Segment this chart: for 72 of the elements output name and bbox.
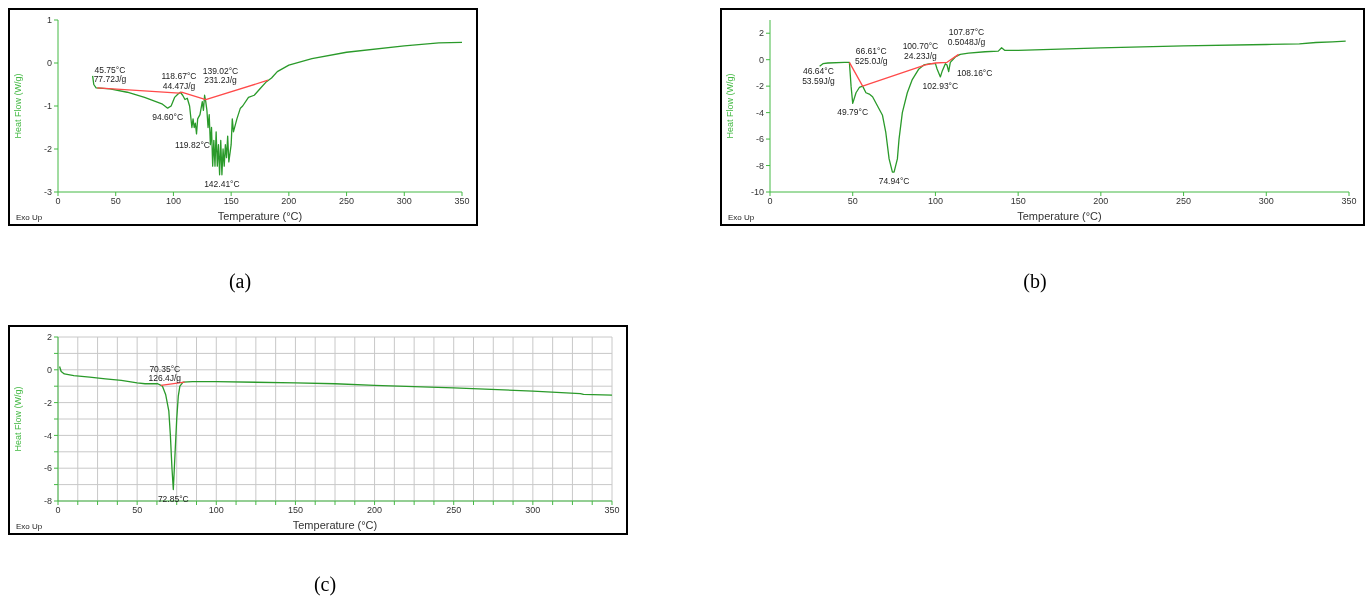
text: Exo Up [16, 213, 43, 222]
x-tick-label: 350 [1341, 196, 1357, 207]
x-tick-label: 0 [55, 196, 61, 207]
y-tick-label: -2 [43, 144, 52, 155]
x-axis-title: Temperature (°C) [1017, 210, 1102, 222]
text: (a) [227, 270, 253, 293]
y-axis-title: Heat Flow (W/g) [725, 73, 736, 139]
annotation: 72.85°C [157, 493, 189, 504]
y-tick-label: -1 [43, 101, 52, 112]
x-tick-label: 150 [223, 196, 239, 207]
x-axis-title: Temperature (°C) [217, 210, 303, 222]
y-tick-label: 2 [46, 332, 52, 343]
annotation: 107.87°C 0.5048J/g [947, 27, 986, 47]
annotation: 100.70°C 24.23J/g [902, 41, 939, 61]
x-tick-label: 200 [1093, 196, 1109, 207]
x-tick-label: 250 [1176, 196, 1192, 207]
x-tick-label: 350 [454, 196, 470, 207]
x-tick-label: 250 [339, 196, 355, 207]
x-tick-label: 350 [604, 505, 620, 516]
line-series [91, 41, 462, 176]
y-tick-label: -10 [750, 187, 764, 198]
y-tick-label: -2 [43, 397, 52, 408]
y-tick-label: 0 [46, 58, 52, 69]
annotation: 102.93°C [922, 80, 959, 91]
y-tick-label: -4 [755, 107, 764, 118]
annotation: 70.35°C 126.4J/g [148, 363, 182, 384]
x-tick-label: 150 [1010, 196, 1026, 207]
y-axis-title: Heat Flow (W/g) [13, 73, 24, 139]
annotation: 108.16°C [956, 67, 993, 78]
x-tick-label: 100 [927, 196, 943, 207]
y-tick-label: 0 [758, 54, 764, 65]
y-tick-label: 1 [46, 15, 52, 26]
x-axis-title: Temperature (°C) [292, 519, 378, 531]
annotation: 119.82°C [175, 139, 210, 150]
text: (c) [312, 573, 338, 596]
x-tick-label: 300 [396, 196, 412, 207]
annotation: 46.64°C 53.59J/g [802, 66, 836, 86]
y-axis-title: Heat Flow (W/g) [13, 386, 24, 452]
x-tick-label: 50 [110, 196, 121, 207]
x-tick-label: 50 [847, 196, 858, 207]
x-tick-label: 200 [281, 196, 297, 207]
annotation: 94.60°C [152, 112, 184, 123]
annotation: 74.94°C [878, 176, 910, 187]
annotation: 66.61°C 525.0J/g [854, 46, 888, 66]
text: Exo Up [728, 213, 755, 222]
y-tick-label: -4 [43, 430, 52, 441]
y-tick-label: -6 [43, 463, 52, 474]
x-tick-label: 200 [367, 505, 383, 516]
x-tick-label: 250 [446, 505, 462, 516]
annotation: 45.75°C 77.72J/g [93, 64, 127, 85]
x-tick-label: 0 [55, 505, 61, 516]
line-series [58, 365, 612, 491]
x-tick-label: 100 [208, 505, 224, 516]
y-tick-label: -8 [755, 160, 764, 171]
annotation: 118.67°C 44.47J/g [161, 71, 197, 91]
x-tick-label: 0 [767, 196, 773, 207]
y-tick-label: -6 [755, 134, 764, 145]
annotation: 142.41°C [204, 178, 240, 189]
annotation: 49.79°C [837, 107, 869, 118]
y-tick-label: 0 [46, 364, 52, 375]
x-tick-label: 50 [132, 505, 143, 516]
x-tick-label: 150 [287, 505, 303, 516]
x-tick-label: 100 [165, 196, 181, 207]
y-tick-label: -2 [755, 81, 764, 92]
y-tick-label: -8 [43, 496, 52, 507]
y-tick-label: 2 [758, 28, 764, 39]
x-tick-label: 300 [525, 505, 541, 516]
y-tick-label: -3 [43, 187, 52, 198]
text: Exo Up [16, 522, 43, 531]
text: (b) [1022, 270, 1048, 293]
annotation: 139.02°C 231.2J/g [202, 65, 239, 86]
x-tick-label: 300 [1258, 196, 1274, 207]
